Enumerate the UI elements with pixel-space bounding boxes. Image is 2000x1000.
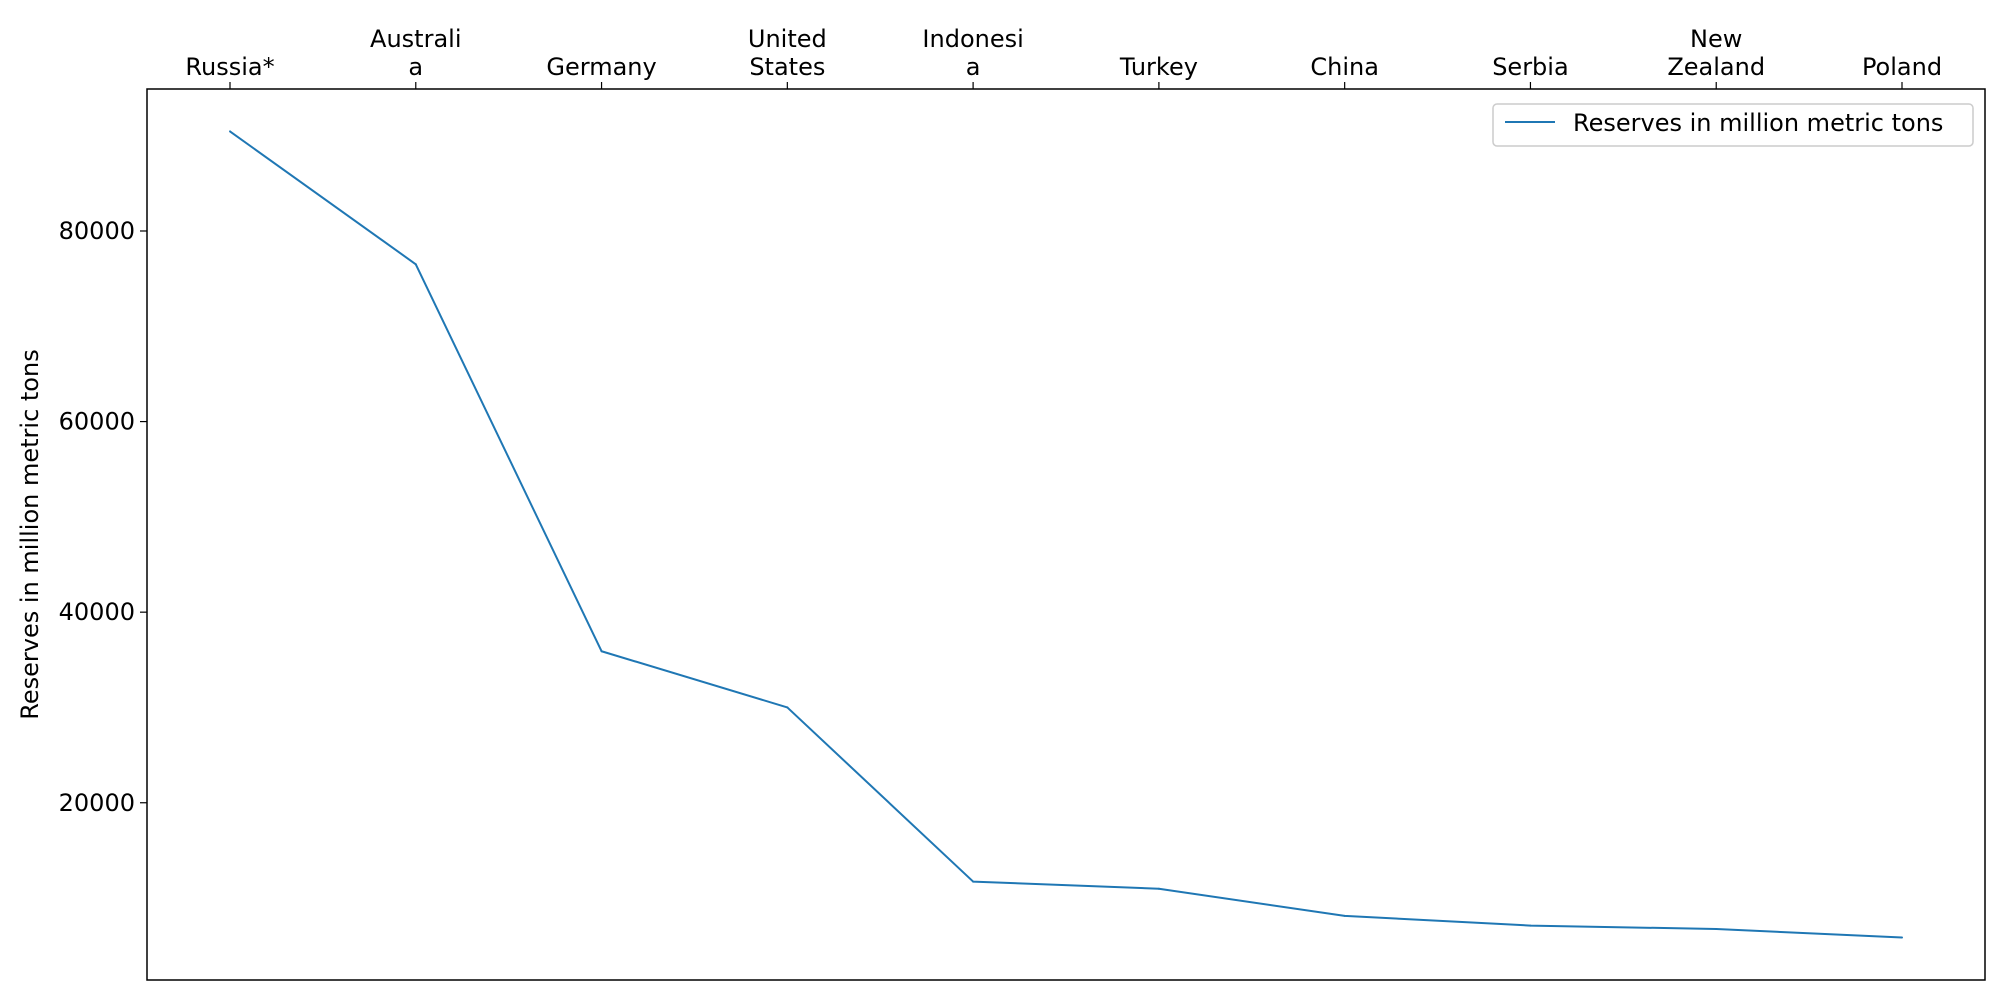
legend-box xyxy=(1492,103,1974,147)
x-tick-label: China xyxy=(1310,53,1379,81)
x-tick-label: United States xyxy=(748,25,827,81)
y-tick-label: 80000 xyxy=(59,217,135,245)
y-tick-label: 40000 xyxy=(59,598,135,626)
data-point xyxy=(1343,914,1346,917)
x-tick-label: Germany xyxy=(546,53,656,81)
x-tick-label: Poland xyxy=(1862,53,1942,81)
x-tick-label: Russia* xyxy=(185,53,274,81)
x-tick-label-line: Russia* xyxy=(185,53,274,81)
data-point xyxy=(1529,924,1532,927)
x-tick-label: New Zealand xyxy=(1667,25,1765,81)
y-tick-label: 60000 xyxy=(59,408,135,436)
legend: Reserves in million metric tons xyxy=(1492,103,1974,147)
x-tick-label: Australi a xyxy=(370,25,461,81)
x-tick-label: Indonesi a xyxy=(922,25,1023,81)
y-axis-label: Reserves in million metric tons xyxy=(16,349,44,719)
x-tick-label: Turkey xyxy=(1119,53,1198,81)
data-point xyxy=(786,706,789,709)
x-tick-label-line: Australi xyxy=(370,25,461,53)
data-point xyxy=(1715,928,1718,931)
y-tick-label: 20000 xyxy=(59,789,135,817)
x-tick-label-line: Poland xyxy=(1862,53,1942,81)
series-line xyxy=(229,130,1903,939)
x-tick-label: Serbia xyxy=(1492,53,1568,81)
x-tick-label-line: New xyxy=(1690,25,1742,53)
x-tick-label-line: States xyxy=(749,53,825,81)
y-axis-ticks: 20000 40000 60000 80000 xyxy=(59,217,147,817)
data-point xyxy=(414,263,417,266)
data-point xyxy=(229,130,231,133)
series-layer xyxy=(229,130,1903,939)
x-tick-label-line: a xyxy=(966,53,981,81)
x-tick-label-line: a xyxy=(408,53,423,81)
x-tick-label-line: Turkey xyxy=(1119,53,1198,81)
data-point xyxy=(600,650,603,653)
x-tick-label-line: Indonesi xyxy=(922,25,1023,53)
legend-label: Reserves in million metric tons xyxy=(1573,109,1943,137)
x-tick-label-line: Serbia xyxy=(1492,53,1568,81)
x-tick-label-line: China xyxy=(1310,53,1379,81)
x-tick-label-line: Zealand xyxy=(1667,53,1765,81)
plot-frame xyxy=(146,88,1986,981)
x-tick-label-line: Germany xyxy=(546,53,656,81)
data-point xyxy=(1157,887,1160,890)
x-tick-label-line: United xyxy=(748,25,827,53)
data-point xyxy=(1901,936,1903,939)
data-point xyxy=(972,880,975,883)
